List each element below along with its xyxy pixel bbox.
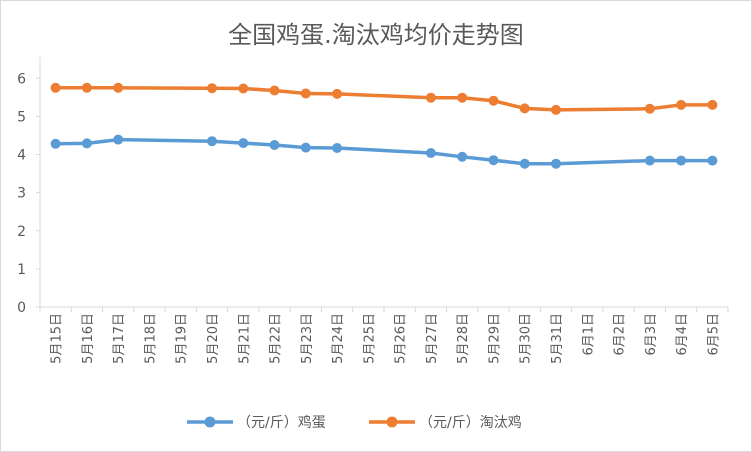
series-line-1 (55, 137, 713, 166)
data-point (457, 92, 468, 103)
data-point (238, 138, 249, 149)
data-point (300, 142, 311, 153)
data-point (50, 82, 61, 93)
data-point (488, 155, 499, 166)
data-point (81, 138, 92, 149)
x-tick-label: 5月17日 (112, 313, 127, 364)
data-point (519, 103, 530, 114)
y-tick-label: 1 (17, 262, 26, 278)
data-point (269, 85, 280, 96)
data-point (644, 103, 655, 114)
data-point (332, 88, 343, 99)
x-tick-label: 5月23日 (300, 313, 315, 364)
data-point (519, 158, 530, 169)
data-point (707, 155, 718, 166)
legend-marker-dot (204, 416, 216, 428)
x-tick-label: 5月16日 (81, 313, 96, 364)
y-tick-label: 4 (17, 148, 26, 164)
data-point (207, 136, 217, 147)
y-tick-label: 2 (17, 224, 26, 240)
x-tick-label: 5月22日 (269, 313, 284, 364)
y-tick-label: 6 (17, 71, 26, 87)
x-tick-label: 5月20日 (206, 313, 221, 364)
data-point (113, 82, 124, 93)
x-tick-label: 6月5日 (706, 313, 721, 356)
x-tick-label: 5月25日 (362, 313, 377, 364)
x-tick-label: 5月29日 (487, 313, 502, 364)
data-point (50, 138, 61, 149)
x-tick-label: 6月4日 (675, 313, 690, 356)
data-point (457, 151, 468, 162)
data-point (207, 83, 217, 94)
y-tick-label: 5 (17, 109, 26, 125)
y-tick-label: 0 (17, 300, 26, 316)
legend-label: （元/斤）淘汰鸡 (419, 414, 522, 431)
chart-title: 全国鸡蛋.淘汰鸡均价走势图 (228, 21, 524, 49)
x-tick-label: 5月24日 (331, 313, 346, 364)
x-tick-label: 6月3日 (644, 313, 659, 356)
data-point (269, 140, 280, 150)
data-point (113, 134, 124, 145)
data-point (707, 99, 718, 110)
data-point (425, 148, 436, 158)
data-point (676, 155, 687, 166)
data-point (551, 104, 561, 115)
legend-label: （元/斤）鸡蛋 (237, 414, 326, 431)
x-tick-label: 5月21日 (237, 313, 252, 364)
data-point (300, 88, 311, 99)
x-tick-label: 6月2日 (613, 313, 628, 356)
x-tick-label: 5月18日 (143, 313, 158, 364)
x-tick-label: 5月30日 (519, 313, 534, 364)
data-point (81, 82, 92, 93)
series-line-2 (55, 86, 713, 112)
x-tick-label: 5月28日 (456, 313, 471, 364)
data-point (488, 95, 499, 106)
x-tick-label: 6月1日 (581, 313, 596, 356)
x-tick-label: 5月27日 (425, 313, 440, 364)
legend-marker-dot (386, 416, 398, 428)
data-point (425, 92, 436, 103)
data-point (332, 143, 343, 153)
x-tick-label: 5月15日 (50, 313, 65, 364)
x-tick-label: 5月31日 (550, 313, 565, 364)
data-point (238, 83, 249, 94)
y-tick-label: 3 (17, 186, 26, 202)
data-point (644, 155, 655, 166)
x-tick-label: 5月19日 (175, 313, 190, 364)
data-point (676, 99, 687, 110)
x-tick-label: 5月26日 (394, 313, 409, 364)
data-point (551, 158, 561, 169)
